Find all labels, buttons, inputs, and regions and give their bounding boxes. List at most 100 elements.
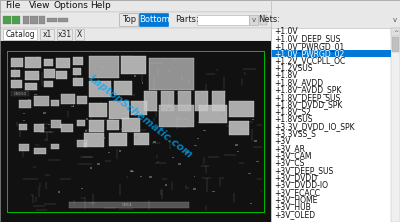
Text: CN150: CN150: [14, 91, 26, 95]
Bar: [56, 58, 70, 68]
Bar: [47, 18, 57, 22]
Bar: [140, 176, 142, 177]
Bar: [120, 128, 124, 130]
Bar: [134, 75, 136, 77]
Bar: [194, 176, 195, 177]
Bar: [249, 15, 258, 25]
Bar: [11, 80, 22, 88]
Bar: [77, 96, 87, 104]
Bar: [103, 137, 105, 139]
Text: +3V_OLED: +3V_OLED: [274, 210, 315, 219]
Bar: [57, 29, 72, 40]
Bar: [23, 119, 25, 121]
Bar: [149, 176, 152, 178]
Bar: [392, 37, 399, 52]
Bar: [178, 163, 181, 165]
Bar: [34, 124, 44, 132]
Bar: [25, 57, 41, 68]
Bar: [278, 14, 399, 26]
Bar: [86, 118, 88, 119]
Bar: [77, 140, 87, 147]
Bar: [390, 14, 399, 26]
Bar: [172, 105, 175, 106]
Bar: [89, 103, 107, 117]
Bar: [89, 81, 111, 97]
Bar: [271, 50, 391, 57]
FancyBboxPatch shape: [120, 14, 138, 26]
Bar: [192, 123, 194, 124]
Bar: [193, 188, 196, 190]
Bar: [73, 57, 83, 65]
Bar: [260, 15, 267, 25]
Bar: [40, 29, 54, 40]
Bar: [197, 15, 249, 25]
Text: +3V_CS: +3V_CS: [274, 159, 304, 168]
Text: Parts:: Parts:: [175, 16, 199, 24]
Bar: [142, 82, 143, 84]
Bar: [34, 96, 49, 106]
Bar: [235, 144, 238, 146]
Bar: [28, 99, 30, 100]
Bar: [3, 29, 37, 40]
Bar: [178, 91, 191, 111]
Text: +3V_DEEP_SUS: +3V_DEEP_SUS: [274, 166, 333, 175]
Bar: [25, 83, 37, 90]
Text: +3V_AR: +3V_AR: [274, 144, 305, 153]
Bar: [89, 56, 119, 78]
Bar: [48, 124, 50, 125]
Text: +3V: +3V: [274, 137, 290, 146]
Bar: [77, 120, 85, 126]
Bar: [0, 0, 400, 12]
Bar: [60, 62, 64, 63]
Bar: [85, 130, 87, 132]
Bar: [107, 120, 119, 130]
Bar: [134, 133, 149, 145]
Bar: [248, 173, 251, 174]
Text: +1.8VSUS: +1.8VSUS: [274, 115, 312, 124]
Bar: [271, 0, 400, 222]
Text: Catalog: Catalog: [5, 30, 35, 39]
Bar: [391, 28, 400, 36]
Bar: [11, 58, 23, 67]
Bar: [73, 78, 83, 86]
Bar: [144, 91, 157, 111]
Text: Help: Help: [90, 2, 111, 10]
Bar: [151, 73, 153, 75]
Bar: [198, 122, 200, 123]
Bar: [229, 121, 249, 135]
Bar: [222, 113, 224, 114]
Text: x31: x31: [58, 30, 72, 39]
Text: +3V_HUB: +3V_HUB: [274, 202, 311, 211]
Bar: [58, 191, 60, 192]
Bar: [19, 144, 29, 151]
Bar: [202, 104, 204, 105]
Text: +3V_DVDD-IO: +3V_DVDD-IO: [274, 180, 328, 189]
Bar: [237, 151, 239, 152]
Bar: [30, 16, 38, 24]
Bar: [75, 29, 84, 40]
Text: +1.8V_DEEP_SUS: +1.8V_DEEP_SUS: [274, 93, 340, 102]
Text: File: File: [5, 2, 20, 10]
Text: +1.0V: +1.0V: [274, 27, 298, 36]
Bar: [25, 71, 39, 80]
Bar: [0, 12, 400, 28]
Bar: [0, 28, 400, 41]
Bar: [114, 81, 132, 95]
Bar: [203, 130, 206, 131]
Bar: [229, 101, 254, 117]
Text: +1.8V: +1.8V: [274, 71, 298, 80]
Bar: [236, 131, 238, 132]
Text: +1.0V_PWRGD_01: +1.0V_PWRGD_01: [274, 42, 344, 51]
Text: +1.2VSUS: +1.2VSUS: [274, 64, 312, 73]
Bar: [51, 100, 59, 106]
Bar: [73, 68, 81, 75]
Bar: [159, 105, 194, 127]
Bar: [197, 137, 199, 139]
Text: ^: ^: [393, 30, 398, 34]
Text: Nets:: Nets:: [258, 16, 280, 24]
Text: +3V_CAM: +3V_CAM: [274, 151, 312, 160]
Bar: [122, 118, 140, 132]
Bar: [44, 59, 53, 66]
Text: +1.2V_VCCPLL_OC: +1.2V_VCCPLL_OC: [274, 56, 345, 65]
Bar: [131, 101, 147, 115]
